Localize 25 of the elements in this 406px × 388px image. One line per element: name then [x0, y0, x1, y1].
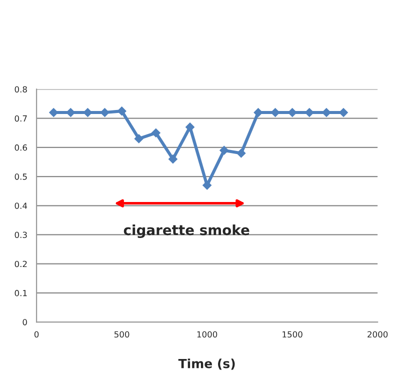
y-tick-label: 0.8: [14, 86, 27, 93]
point: [339, 108, 348, 117]
annotation: cigarette smoke: [124, 224, 250, 238]
x-tick-label: 1000: [197, 331, 218, 338]
y-tick-label: 0.6: [14, 144, 27, 151]
y-tick-label: 0.1: [14, 290, 27, 296]
point: [151, 128, 160, 138]
x-tick-label: 2000: [368, 331, 388, 338]
y-tick-label: 0.4: [14, 202, 28, 209]
point: [236, 148, 246, 158]
point: [168, 154, 178, 164]
y-tick-label: 0.2: [14, 260, 27, 268]
y-tick-label: 0: [22, 319, 27, 326]
x-tick-label: 1500: [282, 331, 302, 338]
x-tick-label: 0: [34, 331, 39, 338]
y-tick-label: 0.7: [14, 115, 27, 122]
y-tick-label: 0.3: [14, 232, 27, 238]
point: [186, 122, 194, 132]
point: [117, 106, 126, 116]
point: [202, 180, 212, 190]
y-tick-label: 0.5: [14, 174, 27, 180]
x-axis-title: Time (s): [178, 358, 235, 370]
x-tick-label: 500: [114, 331, 130, 338]
point: [220, 146, 229, 155]
point: [134, 134, 144, 144]
